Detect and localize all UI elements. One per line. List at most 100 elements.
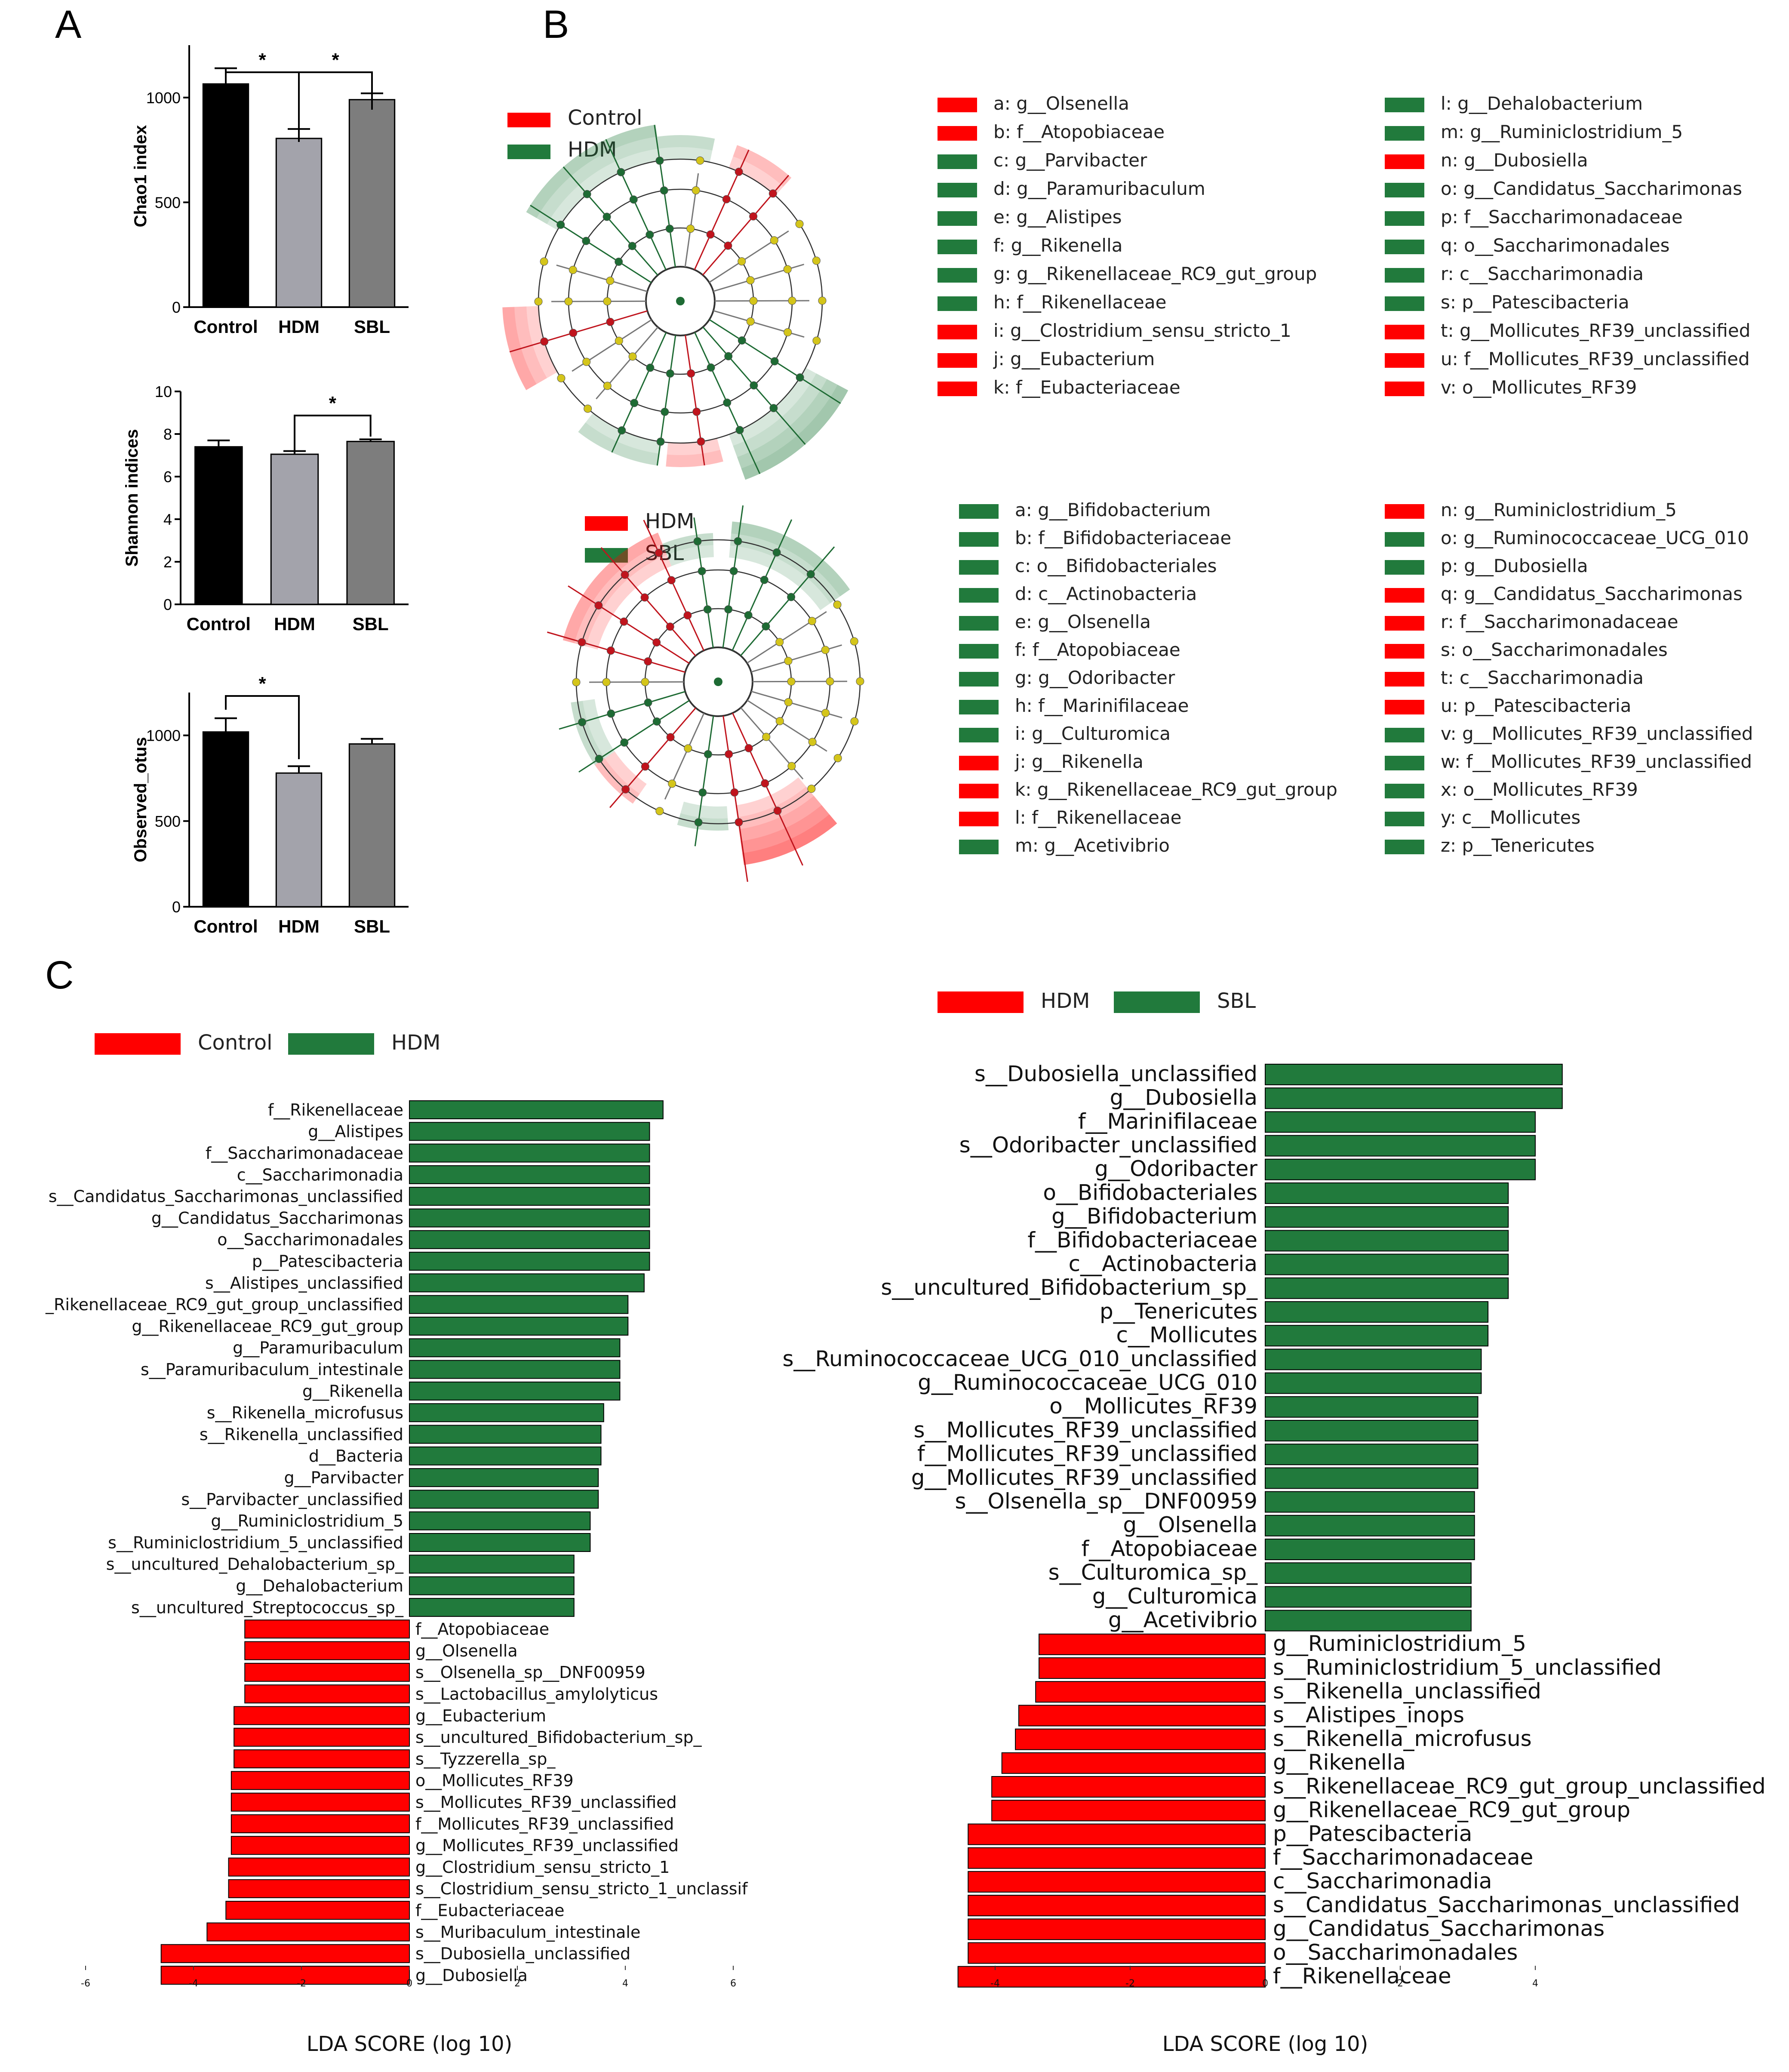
tree-node — [606, 317, 615, 326]
clade-key-swatch — [1385, 98, 1424, 112]
cladogram-hdm-sbl: HDM SBL a: g__Bifidobacterium b: f__Bifidob… — [547, 499, 1753, 882]
y-tick-label: 1000 — [146, 89, 181, 107]
clade-wedge — [667, 545, 714, 566]
significance-bracket — [298, 71, 373, 142]
tree-node — [703, 605, 712, 614]
clade-key-label: j: g__Rikenella — [1014, 751, 1143, 772]
y-tick-label: 10 — [155, 383, 172, 400]
tree-branch — [654, 125, 676, 268]
tree-node — [606, 647, 615, 655]
tree-node — [644, 698, 652, 707]
tree-node — [603, 382, 612, 390]
tree-node — [572, 678, 581, 687]
clade-key-label: h: f__Rikenellaceae — [993, 292, 1166, 313]
lda-bar-label: g__Dubosiella — [1110, 1085, 1257, 1110]
x-category-label: SBL — [354, 916, 390, 936]
clade-wedge — [729, 156, 784, 196]
lda-bar-label: g__Rikenellaceae_RC9_gut_group — [132, 1317, 403, 1336]
clade-key-swatch — [938, 211, 977, 226]
tree-node — [617, 168, 625, 176]
tree-node — [697, 437, 705, 446]
tree-node — [706, 230, 715, 239]
clade-wedge — [586, 555, 672, 650]
clade-key-label: n: g__Ruminiclostridium_5 — [1441, 499, 1677, 520]
lda-bar-label: g__Ruminiclostridium_5 — [1273, 1631, 1526, 1656]
clade-key-swatch — [938, 126, 977, 141]
tree-node — [750, 381, 758, 390]
lda-bar-label: o__Saccharimonadales — [1273, 1940, 1518, 1965]
clade-key-swatch — [938, 382, 977, 396]
lda-bar — [1265, 1372, 1482, 1394]
clade-key-swatch — [1385, 126, 1424, 141]
tree-root — [676, 297, 685, 305]
clade-key-swatch — [1385, 240, 1424, 254]
x-tick-label: 4 — [622, 1978, 628, 1989]
y-axis-title: Shannon indices — [123, 429, 141, 566]
lda-bar-label: s__Tyzzerella_sp_ — [415, 1749, 556, 1768]
tree-node — [762, 733, 771, 741]
clade-key-swatch — [1385, 672, 1424, 687]
tree-node — [652, 717, 661, 726]
tree-node — [833, 600, 842, 609]
lda-bar — [409, 1317, 629, 1336]
tree-node — [744, 611, 753, 619]
clade-key-label: z: p__Tenericutes — [1441, 835, 1595, 856]
clade-wedge — [677, 813, 729, 831]
lda-bar — [1015, 1728, 1266, 1750]
bar-hdm — [270, 453, 319, 605]
lda-bar-label: c__Actinobacteria — [1069, 1251, 1257, 1276]
lda-bar — [1035, 1681, 1266, 1703]
y-tick-label: 500 — [155, 813, 181, 830]
lda-bar-label: s__Odoribacter_unclassified — [959, 1133, 1257, 1158]
lda-bar — [409, 1555, 575, 1574]
y-tick-label: 4 — [163, 511, 172, 528]
clade-key-label: l: f__Rikenellaceae — [1015, 807, 1182, 828]
lda-bar — [991, 1800, 1266, 1822]
clade-wedge — [742, 814, 837, 865]
bar-sbl — [348, 99, 396, 308]
lda-bar-label: g__Alistipes — [308, 1122, 403, 1141]
tree-node — [734, 537, 742, 545]
tree-node — [698, 788, 707, 797]
lda-bar-label: c__Mollicutes — [1116, 1323, 1258, 1348]
panel-label-a: A — [55, 3, 82, 46]
clade-key-swatch — [959, 840, 999, 854]
lda-bar — [1265, 1230, 1509, 1252]
lda-bar — [1039, 1657, 1266, 1679]
lda-bar-label: p__Patescibacteria — [1273, 1821, 1472, 1846]
tree-node — [775, 638, 784, 647]
x-category-label: HDM — [274, 614, 315, 634]
lda-bar — [244, 1663, 410, 1682]
clade-key-swatch — [1385, 588, 1424, 603]
tree-node — [620, 617, 628, 626]
clade-key-label: d: c__Actinobacteria — [1015, 583, 1197, 604]
legend-label: HDM — [391, 1031, 440, 1055]
lda-bar — [244, 1619, 410, 1639]
clade-key-label: n: g__Dubosiella — [1441, 150, 1588, 171]
clade-key-swatch — [1385, 296, 1424, 311]
clade-key-label: c: g__Parvibacter — [993, 150, 1147, 171]
bar-hdm — [275, 772, 323, 908]
clade-key-label: b: f__Atopobiaceae — [993, 121, 1165, 142]
clade-wedge — [741, 805, 830, 853]
lda-bar-label: s__Olsenella_sp__DNF00959 — [955, 1489, 1258, 1514]
lda-bar — [1265, 1444, 1479, 1465]
tree-node — [693, 537, 702, 546]
lda-bar — [1265, 1253, 1509, 1275]
lda-bar — [1265, 1277, 1509, 1299]
clade-key-swatch — [1385, 325, 1424, 339]
tree-node — [655, 807, 664, 816]
lda-bar-label: g__Candidatus_Saccharimonas — [1273, 1916, 1605, 1941]
x-tick-label: 0 — [1262, 1978, 1268, 1989]
lda-bar-label: p__Patescibacteria — [252, 1252, 403, 1271]
lda-bar — [409, 1576, 575, 1595]
clade-key-label: f: f__Atopobiaceae — [1015, 639, 1180, 660]
lda-bar-label: s__Muribaculum_intestinale — [415, 1923, 640, 1942]
clade-key-label: m: g__Acetivibrio — [1015, 835, 1170, 856]
y-tick-label: 0 — [172, 299, 181, 316]
lda-bar — [409, 1598, 575, 1617]
lda-bar — [1265, 1348, 1482, 1370]
clade-key-label: i: g__Clostridium_sensu_stricto_1 — [993, 320, 1291, 341]
clade-key-swatch — [959, 504, 999, 519]
x-tick-label: -6 — [81, 1978, 90, 1989]
